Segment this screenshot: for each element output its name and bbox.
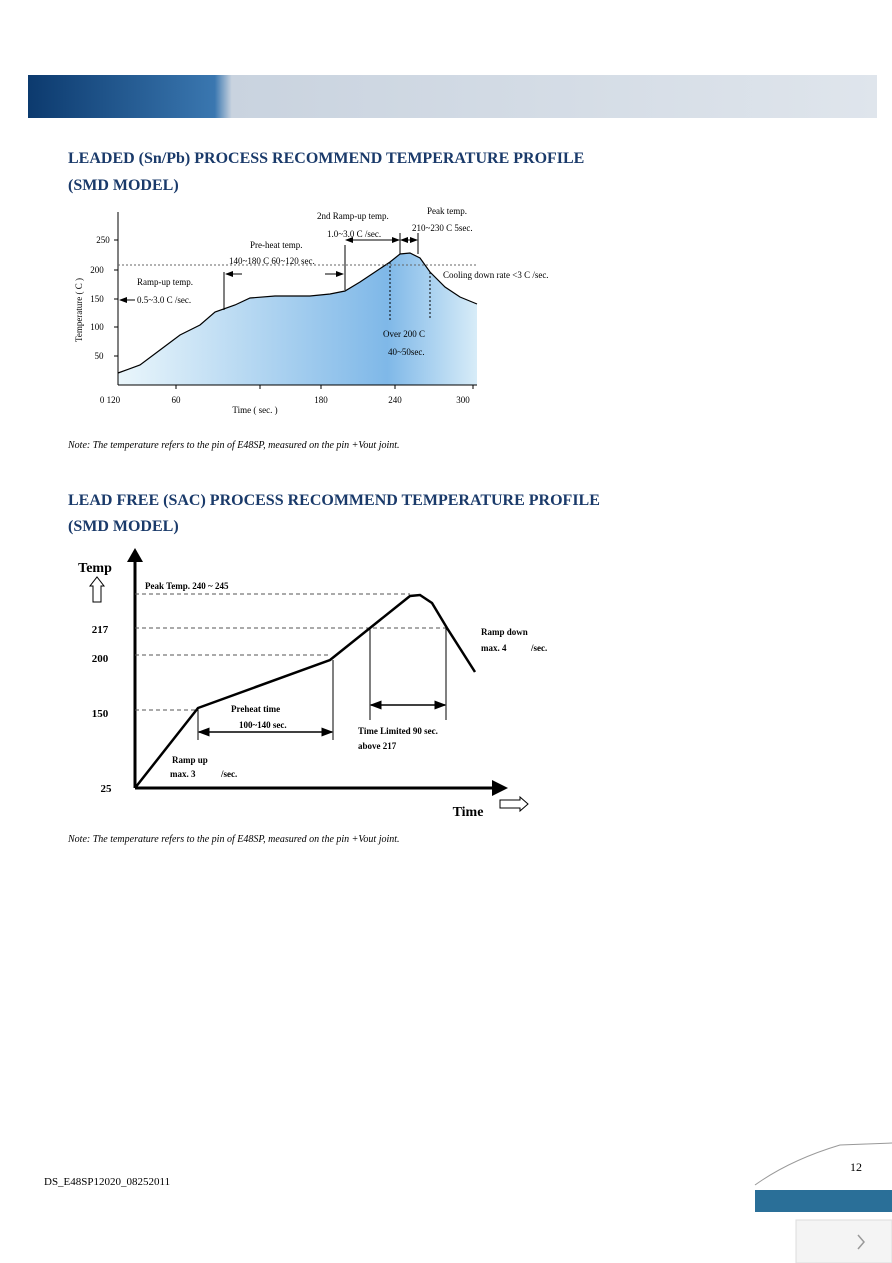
y-axis-label: Temperature ( C ) (74, 278, 84, 342)
markers (197, 628, 447, 740)
annotation: Ramp-up temp. (137, 277, 193, 287)
leaded-chart: 250 200 150 100 50 0 120 60 180 240 300 … (74, 206, 549, 415)
temp-arrow (88, 576, 106, 603)
profile-line (134, 593, 477, 789)
annotation: 1.0~3.0 C /sec. (327, 229, 381, 239)
annotation: above 217 (358, 741, 397, 751)
x-tick-label: 60 (172, 395, 182, 405)
banner (28, 75, 877, 118)
annotation: Pre-heat temp. (250, 240, 302, 250)
note: Note: The temperature refers to the pin … (67, 834, 400, 845)
x-axis-label: Time ( sec. ) (232, 405, 277, 415)
y-arrow (127, 548, 143, 562)
x-tick-label: 240 (388, 395, 402, 405)
footer-curve (754, 1142, 892, 1186)
profile-area (118, 253, 477, 385)
annotation: /sec. (220, 769, 237, 779)
time-arrow (499, 795, 529, 813)
ticks (114, 239, 474, 389)
y-tick-label: 150 (90, 294, 104, 304)
annotation: Ramp up (172, 755, 208, 765)
x-tick-label: 0 120 (100, 395, 121, 405)
x-tick-label: 180 (314, 395, 328, 405)
annotation: /sec. (530, 643, 547, 653)
footer-bar (755, 1190, 892, 1212)
section-title: (SMD MODEL) (68, 518, 179, 535)
annotation: Over 200 C (383, 329, 425, 339)
markers (119, 233, 431, 320)
annotation: max. 4 (481, 643, 507, 653)
note: Note: The temperature refers to the pin … (67, 440, 400, 451)
section-title: (SMD MODEL) (68, 177, 179, 194)
annotation: 210~230 C 5sec. (412, 223, 473, 233)
y-tick-label: 200 (90, 265, 104, 275)
y-tick-label: 200 (92, 653, 109, 665)
next-button[interactable] (857, 1234, 865, 1250)
y-tick-label: 250 (96, 235, 110, 245)
y-tick-label: 150 (92, 708, 109, 720)
y-tick-label: 100 (90, 322, 104, 332)
annotation: 2nd Ramp-up temp. (317, 211, 389, 221)
annotation: Cooling down rate <3 C /sec. (443, 270, 549, 280)
y-tick-label: 50 (95, 351, 105, 361)
ref-lines (135, 593, 447, 711)
annotation: 140~180 C 60~120 sec. (229, 256, 315, 266)
annotation: Preheat time (231, 704, 280, 714)
annotation: 0.5~3.0 C /sec. (137, 295, 191, 305)
nav-widget[interactable] (795, 1219, 892, 1263)
annotation: Ramp down (481, 627, 528, 637)
annotation: 100~140 sec. (239, 720, 287, 730)
x-axis-label: Time (453, 805, 484, 820)
profile-line (117, 252, 478, 374)
x-arrow (492, 780, 508, 796)
y-tick-label: 25 (101, 783, 113, 795)
annotation: Time Limited 90 sec. (358, 726, 438, 736)
doc-id: DS_E48SP12020_08252011 (44, 1176, 170, 1188)
annotation: Peak Temp. 240 ~ 245 (145, 581, 229, 591)
section-title: LEADED (Sn/Pb) PROCESS RECOMMEND TEMPERA… (68, 150, 584, 167)
page-number: 12 (850, 1160, 862, 1174)
leadfree-chart: Temp Time 217 200 150 25 Peak Temp. 240 … (78, 548, 547, 820)
y-axis-label: Temp (78, 561, 112, 576)
annotation: max. 3 (170, 769, 196, 779)
annotation: Peak temp. (427, 206, 467, 216)
annotation: 40~50sec. (388, 347, 425, 357)
x-tick-label: 300 (456, 395, 470, 405)
y-tick-label: 217 (92, 624, 109, 636)
section-title: LEAD FREE (SAC) PROCESS RECOMMEND TEMPER… (68, 492, 600, 509)
